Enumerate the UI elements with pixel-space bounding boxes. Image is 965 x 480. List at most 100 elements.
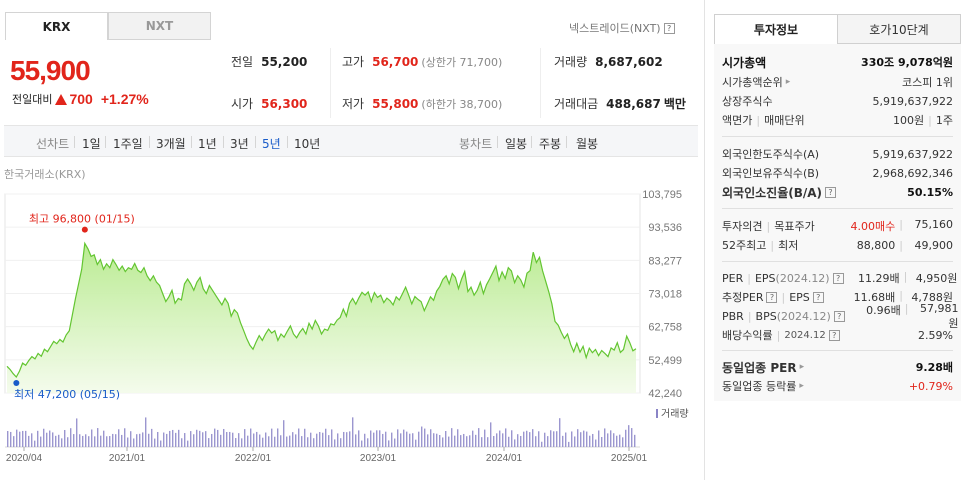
volume-bar [163,432,165,447]
volume-bar [523,431,525,447]
volume-bar [178,429,180,447]
volume-bar [121,434,123,447]
help-icon[interactable]: ? [832,272,844,284]
volume-bar [625,429,627,447]
volume-bar [19,431,21,447]
volume-bar [157,431,159,447]
label[interactable]: 동일업종 PER [722,360,797,375]
volume-bar [508,436,510,447]
volume-bar [484,429,486,447]
label: EPS [789,290,810,304]
volume-bar [565,432,567,447]
date: (2024.12) [775,271,830,285]
help-icon[interactable]: ? [828,329,840,341]
label: 52주최고 [722,239,767,252]
price-panel: KRX NXT 넥스트레이드(NXT)? 55,900 전일대비 700 +1.… [0,12,700,480]
period-1y[interactable]: 1년 [198,137,217,151]
volume-bar [397,429,399,447]
volume-bar [490,422,492,447]
volume-bar [517,434,519,447]
volume-legend-swatch [656,409,658,418]
volume-bar [472,430,474,447]
candle-daily[interactable]: 일봉 [505,137,528,151]
upper-limit: (상한가 71,700) [421,56,503,69]
volume-bar [193,434,195,447]
period-10y[interactable]: 10년 [294,137,321,151]
volume-bar [424,428,426,447]
help-icon[interactable]: ? [833,310,845,322]
row-opinion: 투자의견 | 목표주가 4.00매수 | 75,160 [722,218,953,233]
price-line [6,241,637,379]
value: 100원 [893,114,925,127]
period-3m[interactable]: 3개월 [156,137,186,151]
tab-order-book[interactable]: 호가10단계 [837,14,961,44]
tab-krx[interactable]: KRX [5,12,108,40]
volume-bar [268,436,270,447]
volume-bar [97,428,99,447]
value: 57,981원 [920,301,959,330]
invest-info-box: 시가총액 330조 9,078억원 시가총액순위 ▸ 코스피 1위 상장주식수 5,91… [714,44,961,401]
volume-bar [445,431,447,447]
stat-trade-value: 거래대금 488,687 백만 [554,95,686,112]
volume-bar [88,436,90,447]
label[interactable]: 동일업종 등락률 [722,380,797,393]
help-icon[interactable]: ? [812,291,824,303]
tab-invest-info[interactable]: 투자정보 [714,14,838,44]
period-1d[interactable]: 1일 [82,137,101,151]
volume-bar [427,434,429,447]
value: 88,800 [856,238,896,252]
volume-bar [601,436,603,447]
help-icon[interactable]: ? [825,186,837,198]
help-icon[interactable]: ? [663,22,675,34]
volume-bar [511,430,513,447]
volume-bar [337,433,339,447]
volume-bar [448,436,450,447]
volume-bar [553,431,555,447]
stat-label: 거래량 [554,55,588,69]
volume-bar [130,431,132,447]
change-percent: +1.27% [100,91,149,107]
label: 배당수익률 [722,329,773,342]
volume-bar [94,436,96,447]
volume-bar [220,434,222,447]
volume-bar [346,432,348,447]
volume-bar [634,434,636,447]
volume-bar [175,432,177,447]
volume-bar [76,418,78,447]
volume-bar [535,436,537,447]
volume-bar [25,430,27,447]
label: EPS [754,271,776,285]
volume-bar [430,429,432,447]
volume-bar [118,429,120,447]
volume-bar [310,432,312,447]
volume-bar [529,432,531,447]
period-3y[interactable]: 3년 [230,137,249,151]
volume-bar [37,430,39,447]
volume-bar [541,441,543,447]
candle-monthly[interactable]: 월봉 [576,137,599,151]
help-icon[interactable]: ? [766,291,778,303]
volume-bar [124,428,126,447]
chevron-right-icon[interactable]: ▸ [799,362,805,372]
date: 2024.12 [784,329,826,341]
label: 투자의견 [722,220,763,233]
tab-nxt[interactable]: NXT [108,12,211,40]
volume-bar [559,418,561,447]
volume-bar [235,438,237,447]
chevron-right-icon[interactable]: ▸ [799,381,804,391]
period-5y[interactable]: 5년 [262,137,281,151]
volume-bar [106,436,108,447]
volume-bar [595,439,597,447]
volume-bar [283,420,285,447]
candle-weekly[interactable]: 주봉 [539,137,562,151]
chevron-right-icon[interactable]: ▸ [785,77,791,87]
period-1w[interactable]: 1주일 [113,137,143,151]
volume-bar [466,436,468,447]
volume-bar [40,436,42,447]
price-chart[interactable]: 103,795 93,536 83,277 73,018 62,758 52,499 42,… [0,180,700,480]
volume-bar [373,432,375,447]
label: 상장주식수 [722,95,773,108]
volume-bar [496,433,498,447]
nxt-link[interactable]: 넥스트레이드(NXT)? [569,20,675,36]
volume-bar [28,435,30,447]
